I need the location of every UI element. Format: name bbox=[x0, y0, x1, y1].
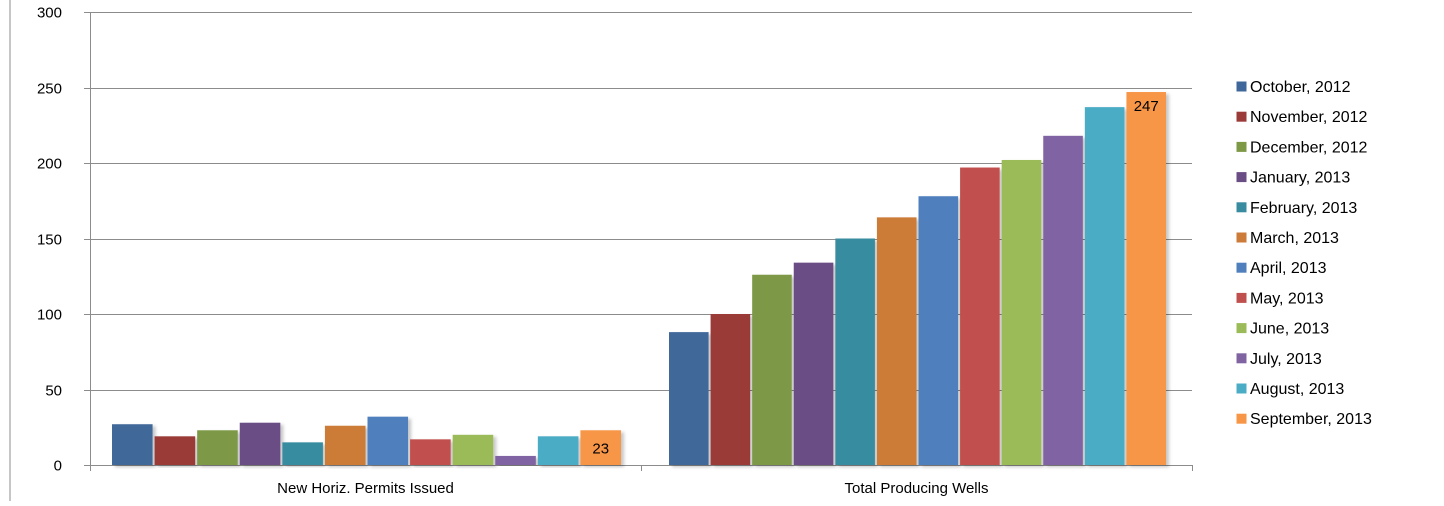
legend-label-august-2013: August, 2013 bbox=[1250, 381, 1344, 398]
bar-january-2013-total-producing-wells bbox=[793, 262, 834, 465]
legend-item-november-2012: November, 2012 bbox=[1235, 109, 1368, 126]
legend-label-march-2013: March, 2013 bbox=[1250, 230, 1339, 247]
legend-item-june-2013: June, 2013 bbox=[1235, 321, 1329, 338]
legend-swatch-december-2012 bbox=[1235, 140, 1248, 153]
y-tick-label-50: 50 bbox=[45, 383, 62, 400]
legend-label-june-2013: June, 2013 bbox=[1250, 321, 1329, 338]
legend-swatch-may-2013 bbox=[1235, 291, 1248, 304]
bar-july-2013-new-horiz-permits-issued bbox=[495, 455, 536, 465]
legend-swatch-august-2013 bbox=[1235, 382, 1248, 395]
legend-item-october-2012: October, 2012 bbox=[1235, 79, 1351, 96]
bar-february-2013-total-producing-wells bbox=[835, 238, 875, 465]
bar-may-2013-total-producing-wells bbox=[960, 167, 1000, 465]
legend-label-may-2013: May, 2013 bbox=[1250, 290, 1324, 307]
legend-swatch-november-2012 bbox=[1235, 110, 1248, 123]
legend-swatch-july-2013 bbox=[1235, 352, 1248, 365]
legend-swatch-september-2013 bbox=[1235, 412, 1248, 425]
data-label-september-2013-new-horiz-permits-issued: 23 bbox=[592, 441, 609, 458]
legend-label-december-2012: December, 2012 bbox=[1250, 139, 1368, 156]
x-category-label-new-horiz-permits-issued: New Horiz. Permits Issued bbox=[277, 480, 454, 497]
legend-item-july-2013: July, 2013 bbox=[1235, 351, 1322, 368]
bar-september-2013-total-producing-wells bbox=[1126, 92, 1166, 465]
bar-october-2012-total-producing-wells bbox=[669, 332, 709, 465]
legend-label-september-2013: September, 2013 bbox=[1250, 411, 1372, 428]
x-category-label-total-producing-wells: Total Producing Wells bbox=[845, 480, 989, 497]
legend-item-september-2013: September, 2013 bbox=[1235, 411, 1372, 428]
legend-label-april-2013: April, 2013 bbox=[1250, 260, 1327, 277]
legend-item-march-2013: March, 2013 bbox=[1235, 230, 1339, 247]
legend-swatch-april-2013 bbox=[1235, 261, 1248, 274]
bar-june-2013-new-horiz-permits-issued bbox=[452, 434, 494, 465]
y-tick-label-300: 300 bbox=[37, 5, 62, 22]
bar-august-2013-total-producing-wells bbox=[1084, 107, 1125, 465]
bar-june-2013-total-producing-wells bbox=[1001, 159, 1042, 466]
legend-label-january-2013: January, 2013 bbox=[1250, 170, 1350, 187]
bar-november-2012-total-producing-wells bbox=[710, 314, 751, 465]
legend-item-may-2013: May, 2013 bbox=[1235, 290, 1324, 307]
bar-march-2013-total-producing-wells bbox=[876, 217, 917, 465]
legend-item-august-2013: August, 2013 bbox=[1235, 381, 1344, 398]
bar-november-2012-new-horiz-permits-issued bbox=[154, 436, 196, 465]
bar-july-2013-total-producing-wells bbox=[1043, 135, 1083, 465]
bar-september-2013-new-horiz-permits-issued bbox=[580, 430, 621, 465]
legend-swatch-june-2013 bbox=[1235, 322, 1248, 335]
legend-swatch-october-2012 bbox=[1235, 80, 1248, 93]
legend-item-april-2013: April, 2013 bbox=[1235, 260, 1327, 277]
bar-january-2013-new-horiz-permits-issued bbox=[239, 422, 281, 465]
legend-label-october-2012: October, 2012 bbox=[1250, 79, 1351, 96]
y-tick-label-0: 0 bbox=[54, 458, 62, 475]
bar-february-2013-new-horiz-permits-issued bbox=[282, 442, 323, 465]
bar-may-2013-new-horiz-permits-issued bbox=[410, 439, 451, 465]
legend-label-july-2013: July, 2013 bbox=[1250, 351, 1322, 368]
legend-swatch-january-2013 bbox=[1235, 171, 1248, 184]
legend-item-february-2013: February, 2013 bbox=[1235, 200, 1357, 217]
bar-december-2012-new-horiz-permits-issued bbox=[197, 430, 238, 465]
bar-october-2012-new-horiz-permits-issued bbox=[112, 424, 153, 465]
y-tick-label-100: 100 bbox=[37, 307, 62, 324]
bar-december-2012-total-producing-wells bbox=[752, 274, 792, 465]
y-tick-label-150: 150 bbox=[37, 232, 62, 249]
bar-march-2013-new-horiz-permits-issued bbox=[324, 425, 366, 465]
legend-item-january-2013: January, 2013 bbox=[1235, 170, 1350, 187]
bar-april-2013-new-horiz-permits-issued bbox=[367, 416, 409, 465]
legend-item-december-2012: December, 2012 bbox=[1235, 139, 1368, 156]
y-tick-label-250: 250 bbox=[37, 81, 62, 98]
data-label-september-2013-total-producing-wells: 247 bbox=[1134, 98, 1159, 115]
y-tick-label-200: 200 bbox=[37, 156, 62, 173]
bar-april-2013-total-producing-wells bbox=[918, 196, 959, 465]
legend-label-february-2013: February, 2013 bbox=[1250, 200, 1357, 217]
legend-swatch-march-2013 bbox=[1235, 231, 1248, 244]
legend-label-november-2012: November, 2012 bbox=[1250, 109, 1368, 126]
legend-swatch-february-2013 bbox=[1235, 201, 1248, 214]
bar-august-2013-new-horiz-permits-issued bbox=[537, 436, 579, 465]
